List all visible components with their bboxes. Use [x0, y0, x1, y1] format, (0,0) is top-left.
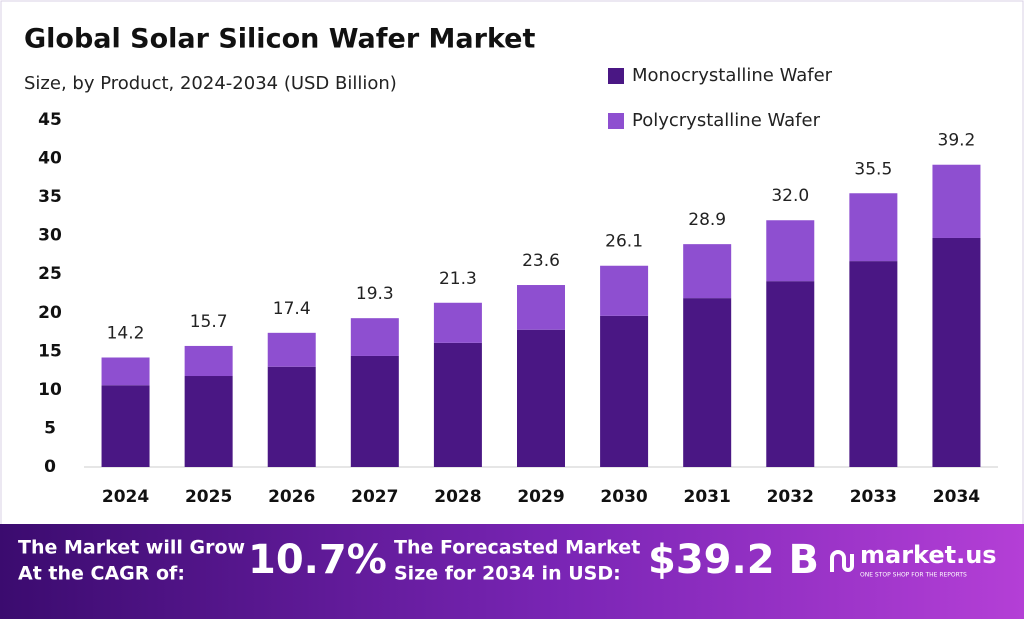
y-tick-label: 10	[38, 380, 62, 400]
x-tick-label: 2031	[684, 487, 731, 507]
bar-segment	[683, 244, 732, 299]
chart-subtitle: Size, by Product, 2024-2034 (USD Billion…	[24, 73, 397, 94]
legend-swatch	[608, 68, 624, 84]
legend-label: Monocrystalline Wafer	[632, 65, 833, 86]
bar-segment	[101, 385, 150, 467]
y-tick-label: 0	[44, 457, 56, 477]
bar-segment	[101, 357, 150, 386]
y-tick-label: 25	[38, 264, 62, 284]
total-label: 39.2	[938, 131, 976, 151]
footer-banner	[0, 524, 1024, 619]
total-label: 26.1	[605, 232, 643, 252]
forecast-text: Size for 2034 in USD:	[394, 563, 621, 585]
chart-title: Global Solar Silicon Wafer Market	[24, 24, 535, 55]
legend-label: Polycrystalline Wafer	[632, 110, 821, 131]
bar-segment	[932, 237, 981, 467]
x-tick-label: 2033	[850, 487, 897, 507]
x-tick-label: 2028	[434, 487, 481, 507]
logo: market.us	[860, 541, 997, 569]
bar-segment	[600, 315, 649, 467]
total-label: 17.4	[273, 299, 311, 319]
y-tick-label: 30	[38, 226, 62, 246]
bar-segment	[350, 318, 399, 356]
x-tick-label: 2026	[268, 487, 315, 507]
cagr-value: 10.7%	[248, 537, 387, 583]
forecast-text: The Forecasted Market	[394, 537, 640, 559]
bar-segment	[517, 285, 565, 330]
x-tick-label: 2027	[351, 487, 398, 507]
x-tick-label: 2024	[102, 487, 149, 507]
bar-segment	[766, 281, 815, 467]
bar-segment	[184, 376, 233, 467]
bar-segment	[600, 265, 649, 316]
y-tick-label: 40	[38, 149, 62, 169]
bar-segment	[433, 342, 482, 467]
bar-segment	[184, 345, 233, 377]
x-tick-label: 2025	[185, 487, 232, 507]
total-label: 32.0	[771, 186, 809, 206]
total-label: 35.5	[854, 159, 892, 179]
bar-segment	[350, 355, 399, 467]
x-tick-label: 2034	[933, 487, 980, 507]
total-label: 23.6	[522, 251, 560, 271]
bar-segment	[517, 329, 565, 467]
y-tick-label: 5	[44, 418, 56, 438]
total-label: 15.7	[190, 312, 228, 332]
bar-segment	[849, 261, 898, 467]
total-label: 21.3	[439, 269, 477, 289]
x-tick-label: 2029	[517, 487, 564, 507]
bar-segment	[932, 164, 981, 238]
bar-segment	[433, 302, 482, 343]
y-tick-label: 15	[38, 341, 62, 361]
y-tick-label: 35	[38, 187, 62, 207]
cagr-text: At the CAGR of:	[18, 563, 185, 585]
total-label: 28.9	[688, 210, 726, 230]
bar-segment	[683, 298, 732, 467]
logo-tagline: ONE STOP SHOP FOR THE REPORTS	[860, 572, 967, 579]
forecast-value: $39.2 B	[648, 537, 819, 583]
legend-swatch	[608, 113, 624, 129]
bar-segment	[849, 193, 898, 262]
bar-segment	[267, 366, 316, 467]
total-label: 14.2	[107, 324, 145, 344]
x-tick-label: 2032	[767, 487, 814, 507]
y-tick-label: 20	[38, 303, 62, 323]
x-tick-label: 2030	[600, 487, 647, 507]
logo-icon	[830, 550, 854, 572]
total-label: 19.3	[356, 284, 394, 304]
bar-segment	[766, 220, 815, 282]
bar-segment	[267, 332, 316, 367]
cagr-text: The Market will Grow	[18, 537, 245, 559]
y-tick-label: 45	[38, 110, 62, 130]
